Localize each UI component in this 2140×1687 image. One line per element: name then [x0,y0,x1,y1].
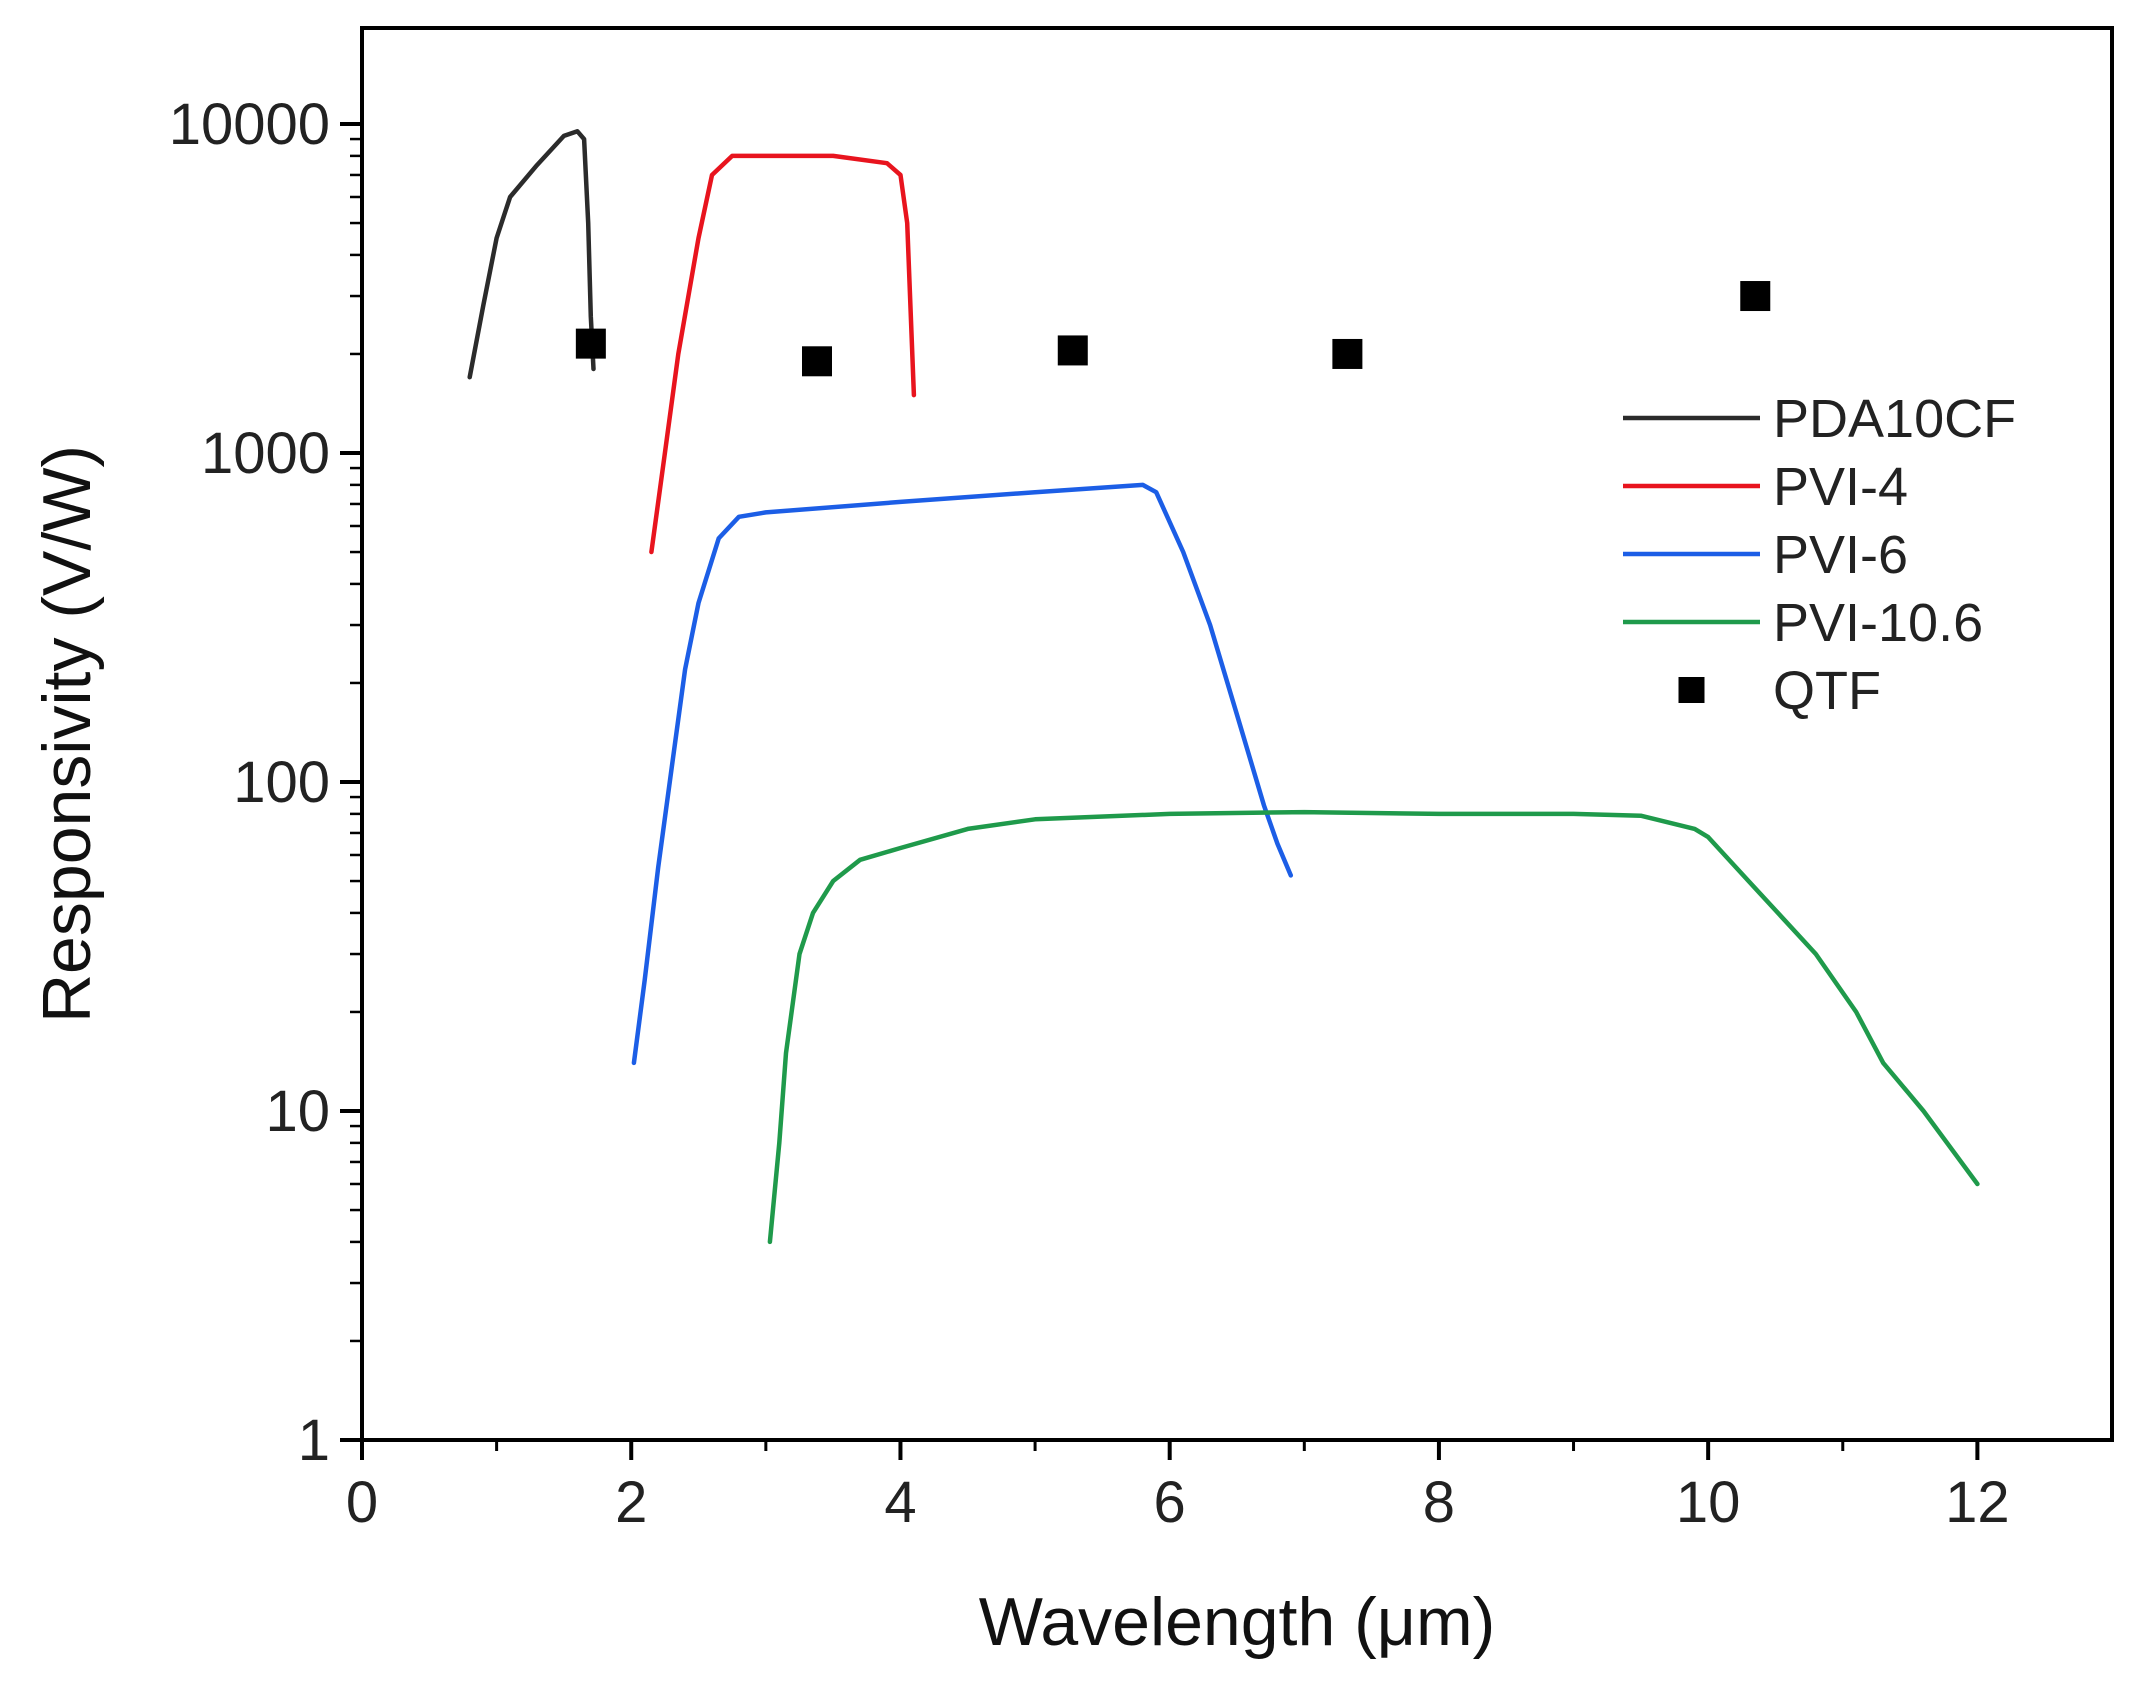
series-line-pvi-10-6 [767,809,1980,1245]
series-line-pvi-6 [631,482,1294,1066]
y-tick-label: 1000 [201,421,330,486]
y-tick-label: 100 [233,750,330,815]
y-tick-label: 1 [298,1408,330,1473]
y-tick-label: 10000 [169,92,330,157]
y-tick-label: 10 [265,1079,330,1144]
x-tick-label: 8 [1423,1470,1455,1535]
legend-label-qtf: QTF [1773,661,1881,721]
plot-area [467,129,1980,1245]
qtf-point [575,328,606,359]
legend-label-pvi-6: PVI-6 [1773,525,1908,585]
series-line-pvi-4 [649,153,917,555]
y-axis-title: Responsivity (V/W) [29,445,105,1023]
legend-label-pvi-4: PVI-4 [1773,457,1908,517]
x-tick-label: 12 [1945,1470,2010,1535]
plot-frame [360,26,2114,1442]
axis-ticks: 0 2 4 6 8 10 12 1 10 100 1000 10000 [169,92,2010,1535]
qtf-point [1332,338,1363,369]
legend-label-pvi-10-6: PVI-10.6 [1773,593,1983,653]
qtf-point [1740,281,1771,312]
x-tick-label: 6 [1154,1470,1186,1535]
x-axis-title: Wavelength (μm) [979,1584,1496,1660]
legend-label-pda10cf: PDA10CF [1773,389,2016,449]
qtf-point [802,346,832,377]
qtf-point [1057,335,1088,366]
legend: PDA10CF PVI-4 PVI-6 PVI-10.6 QTF [1623,389,2016,721]
x-tick-label: 0 [346,1470,378,1535]
x-tick-label: 10 [1676,1470,1741,1535]
x-tick-label: 4 [884,1470,916,1535]
legend-swatch-qtf [1678,677,1705,703]
x-tick-label: 2 [615,1470,647,1535]
series-line-pda10cf [467,129,596,380]
